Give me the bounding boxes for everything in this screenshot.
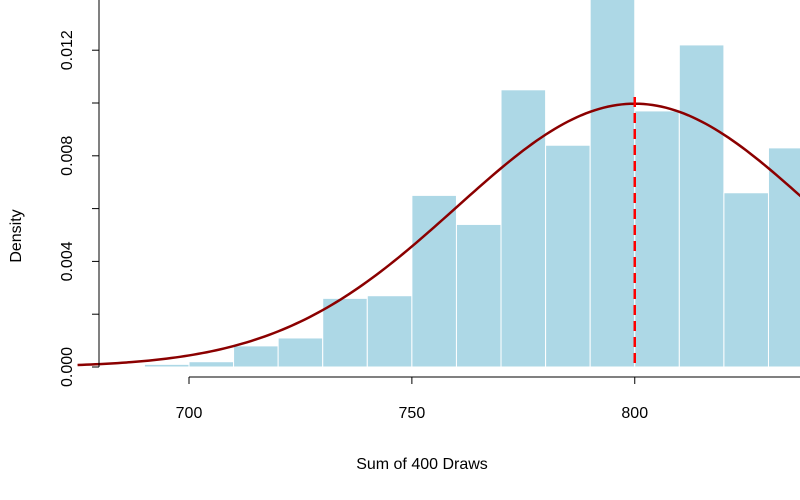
histogram-bar <box>767 147 800 368</box>
x-tick-label: 800 <box>621 405 648 422</box>
histogram-bar <box>143 363 190 368</box>
histogram-bar <box>277 337 324 368</box>
histogram-bar <box>723 192 769 368</box>
histogram-bar <box>500 89 547 368</box>
histogram-bar <box>455 223 502 368</box>
y-tick-label: 0.008 <box>59 136 76 176</box>
y-tick-label: 0.012 <box>59 30 76 70</box>
y-axis: 0.000 0.004 0.008 0.012 <box>59 0 100 387</box>
histogram-bar <box>411 194 457 368</box>
x-tick-label: 750 <box>399 405 426 422</box>
normal-density-curve <box>77 102 800 367</box>
x-axis: 700750800850900950 <box>176 376 800 422</box>
x-axis-title: Sum of 400 Draws <box>356 456 488 473</box>
histogram-bar <box>322 297 368 368</box>
y-tick-label: 0.004 <box>59 241 76 281</box>
histogram-bar <box>678 44 725 368</box>
histogram-bar <box>589 0 636 368</box>
histogram-bars <box>143 0 800 368</box>
histogram-bar <box>188 361 235 368</box>
x-tick-label: 700 <box>176 405 203 422</box>
histogram-bar <box>366 295 413 368</box>
histogram-bar <box>545 144 591 368</box>
y-axis-title: Density <box>8 209 25 262</box>
histogram-bar <box>233 345 279 368</box>
y-tick-label: 0.000 <box>59 347 76 387</box>
histogram-bar <box>634 110 680 368</box>
